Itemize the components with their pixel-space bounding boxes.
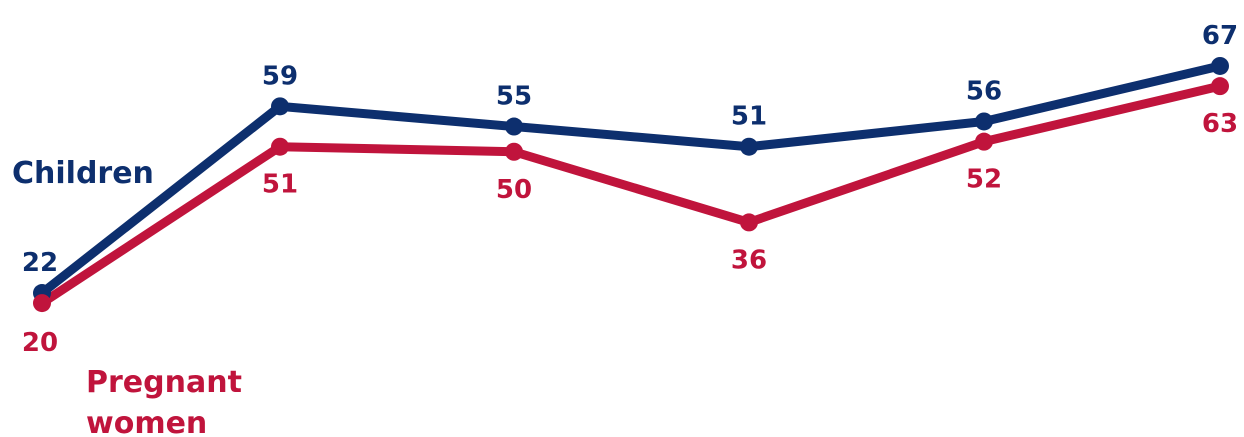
data-label-pregnant-2: 51 [262,170,298,200]
data-labels: 22 59 55 51 56 67 20 51 50 36 52 63 [22,21,1238,358]
series-lines [37,61,1225,308]
data-label-children-4: 51 [731,102,767,132]
point-pregnant-1 [33,294,51,313]
data-label-children-1: 22 [22,248,58,278]
data-label-pregnant-1: 20 [22,328,58,358]
data-label-pregnant-3: 50 [496,175,532,205]
data-label-children-3: 55 [496,82,532,112]
point-pregnant-3 [505,142,523,161]
point-children-5 [975,112,993,131]
series-label-pregnant-line1: Pregnant [86,365,242,400]
point-children-6 [1211,56,1229,75]
data-label-pregnant-4: 36 [731,245,767,275]
series-points [33,56,1229,313]
point-pregnant-6 [1211,77,1229,96]
data-label-pregnant-6: 63 [1202,109,1238,139]
series-line-pregnant [37,81,1225,308]
data-label-pregnant-5: 52 [966,165,1002,195]
point-children-2 [271,97,289,116]
point-pregnant-5 [975,132,993,151]
series-label-pregnant-line2: women [86,406,207,437]
series-line-children [37,61,1225,298]
point-children-4 [740,137,758,156]
series-label-children: Children [12,156,154,191]
data-label-children-6: 67 [1202,21,1238,51]
data-label-children-5: 56 [966,76,1002,106]
point-pregnant-2 [271,137,289,156]
point-pregnant-4 [740,213,758,232]
data-label-children-2: 59 [262,61,298,91]
point-children-3 [505,117,523,136]
